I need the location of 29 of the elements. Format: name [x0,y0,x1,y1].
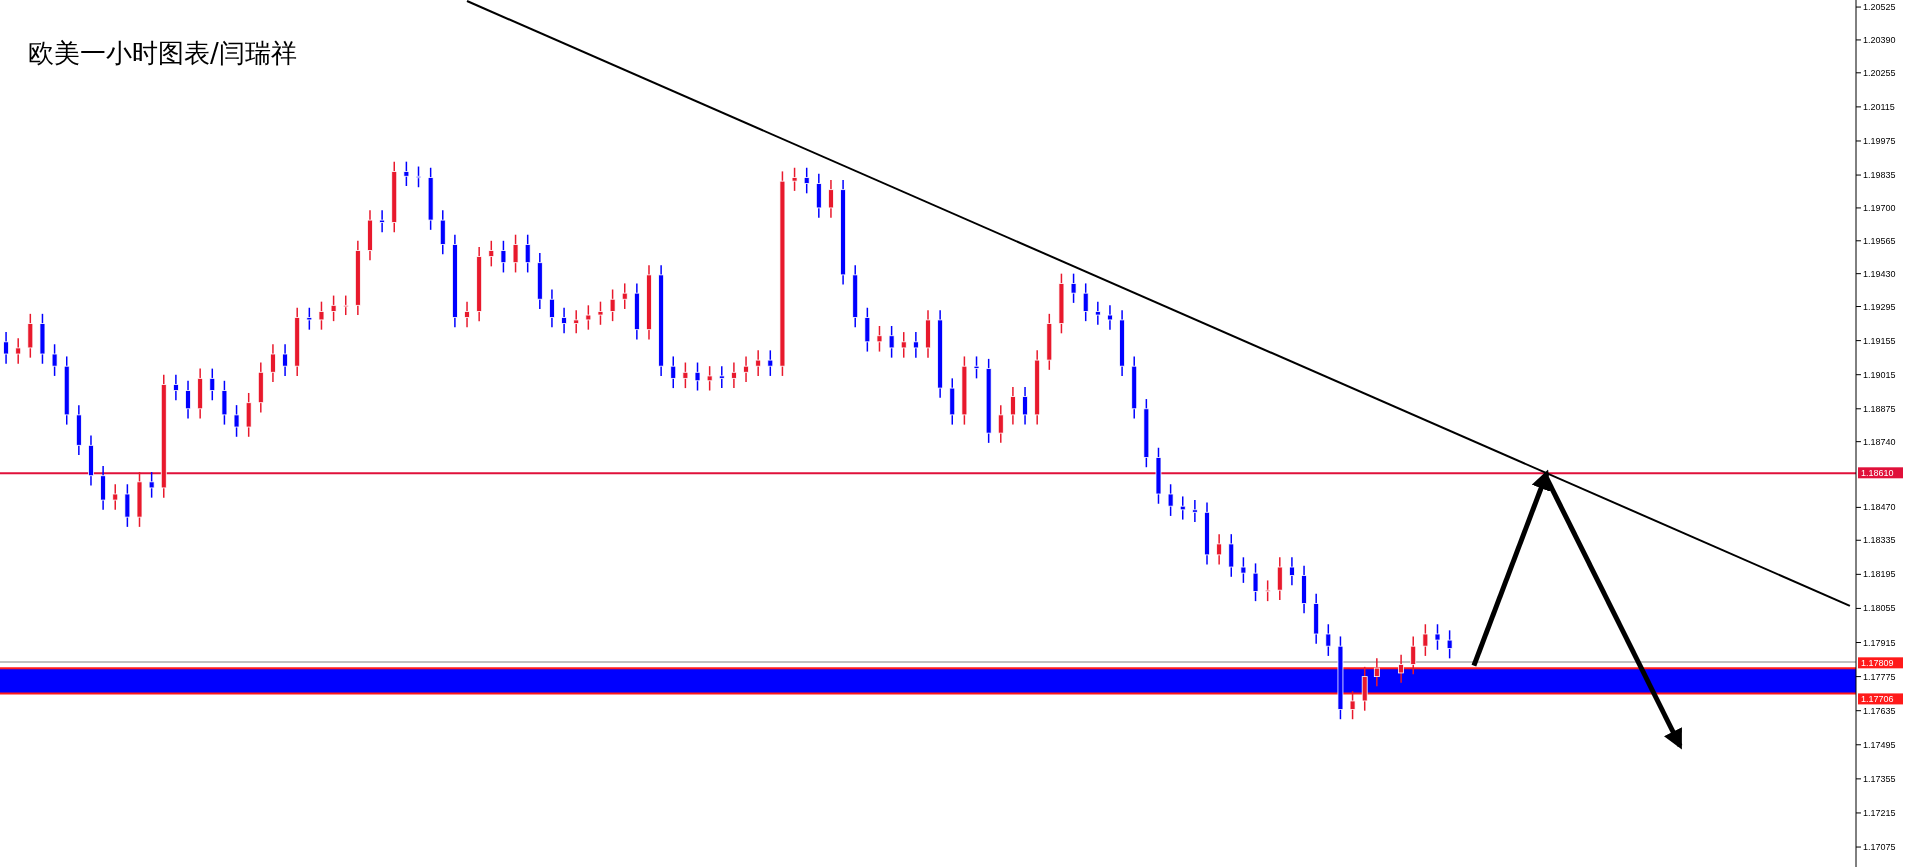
y-tick-label: 1.17915 [1863,637,1896,648]
y-tick-label: 1.17075 [1863,842,1896,853]
y-tick-label: 1.20525 [1863,2,1896,13]
annotation: 欧美一小时图表/闫瑞祥 [28,38,297,68]
ref-line-label: 1.17706 [1861,694,1894,705]
y-tick-label: 1.17355 [1863,773,1896,784]
y-tick-label: 1.17635 [1863,705,1896,716]
y-tick-label: 1.18470 [1863,502,1896,513]
y-tick-label: 1.18335 [1863,535,1896,546]
y-tick-label: 1.17215 [1863,807,1896,818]
y-tick-label: 1.17775 [1863,671,1896,682]
y-tick-label: 1.19015 [1863,369,1896,380]
y-tick-label: 1.19155 [1863,335,1896,346]
y-tick-label: 1.20390 [1863,34,1896,45]
y-tick-label: 1.19565 [1863,235,1896,246]
y-tick-label: 1.18875 [1863,403,1896,414]
ref-line-label: 1.18610 [1861,468,1894,479]
y-tick-label: 1.19430 [1863,268,1896,279]
ref-line-label: 1.17809 [1861,658,1894,669]
y-tick-label: 1.20115 [1863,101,1895,112]
y-tick-label: 1.19295 [1863,301,1896,312]
y-tick-label: 1.18195 [1863,569,1896,580]
y-tick-label: 1.17495 [1863,739,1896,750]
y-tick-label: 1.19700 [1863,202,1896,213]
y-tick-label: 1.20255 [1863,67,1896,78]
y-tick-label: 1.19975 [1863,135,1896,146]
y-tick-label: 1.19835 [1863,170,1896,181]
y-tick-label: 1.18055 [1863,603,1896,614]
y-tick-label: 1.18740 [1863,436,1896,447]
